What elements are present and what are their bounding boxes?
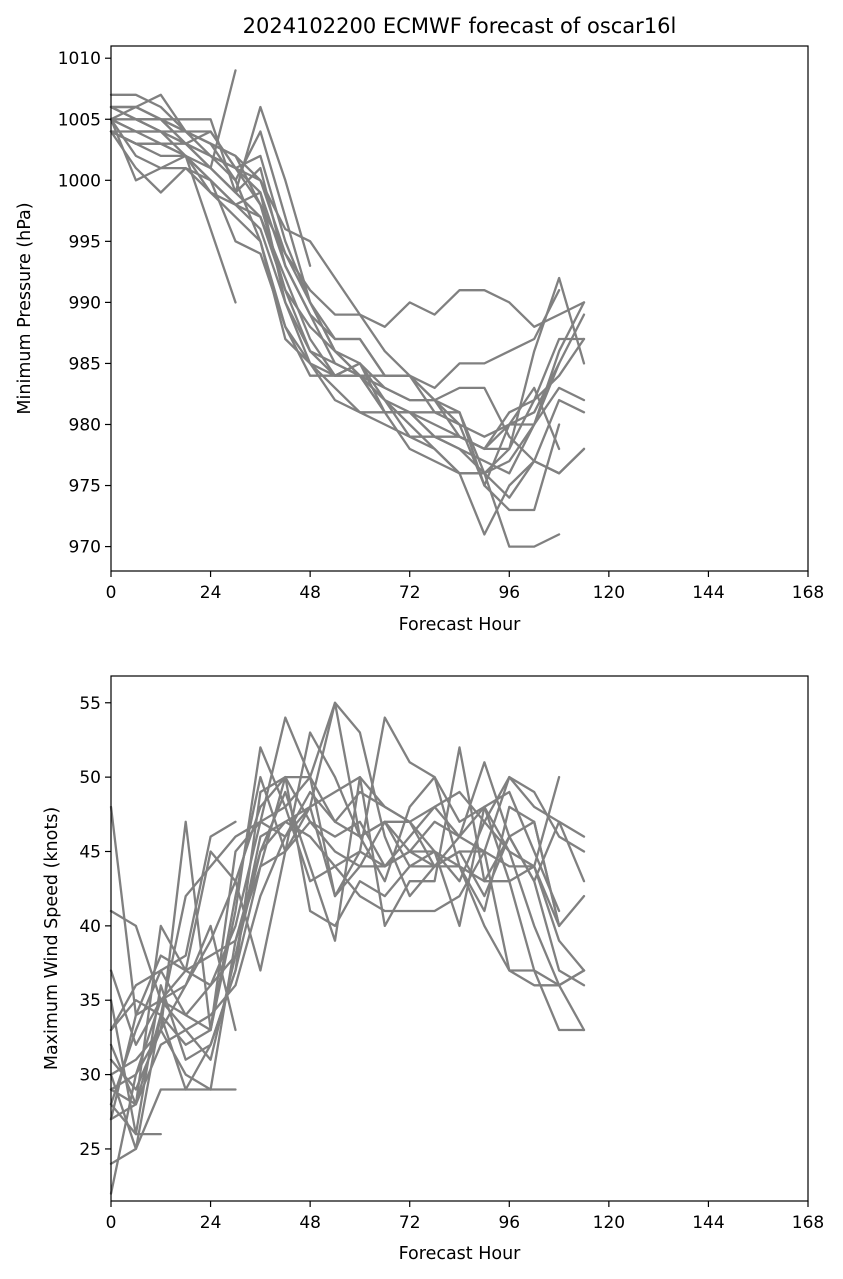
wind-member-line-16 bbox=[109, 746, 586, 1091]
pressure-y-tick-label: 980 bbox=[69, 415, 101, 435]
pressure-x-tick-label: 120 bbox=[593, 583, 625, 603]
wind-x-tick-label: 0 bbox=[106, 1213, 117, 1233]
pressure-y-tick-label: 1000 bbox=[58, 171, 101, 191]
pressure-member-line-13 bbox=[109, 93, 586, 536]
wind-series-group bbox=[109, 701, 586, 1195]
wind-y-tick-label: 35 bbox=[79, 991, 101, 1011]
pressure-y-tick-label: 995 bbox=[69, 232, 101, 252]
wind-y-tick-label: 40 bbox=[79, 917, 101, 937]
pressure-y-tick-label: 990 bbox=[69, 293, 101, 313]
wind-x-tick-label: 24 bbox=[200, 1213, 222, 1233]
pressure-y-tick-label: 975 bbox=[69, 477, 101, 497]
wind-y-tick-label: 55 bbox=[79, 694, 101, 714]
pressure-series-group bbox=[109, 69, 586, 548]
pressure-x-tick-label: 144 bbox=[692, 583, 724, 603]
wind-y-tick-label: 25 bbox=[79, 1140, 101, 1160]
pressure-member-line-17 bbox=[109, 105, 586, 328]
wind-member-line-2 bbox=[109, 1073, 237, 1151]
wind-member-line-17 bbox=[109, 701, 586, 1165]
wind-axes-frame bbox=[110, 675, 809, 1202]
wind-x-tick-label: 120 bbox=[593, 1213, 625, 1233]
pressure-ticks-group: 0 24 48 72 96 120 144 168 970 975 980 985 990 995 1000… bbox=[58, 49, 824, 603]
wind-member-line-18 bbox=[109, 775, 561, 1121]
wind-x-axis-label: Forecast Hour bbox=[399, 1244, 522, 1264]
wind-member-line-8 bbox=[109, 701, 586, 1046]
pressure-y-axis-label: Minimum Pressure (hPa) bbox=[15, 202, 35, 414]
wind-y-tick-label: 50 bbox=[79, 768, 101, 788]
wind-y-tick-label: 45 bbox=[79, 842, 101, 862]
pressure-x-tick-label: 48 bbox=[299, 583, 321, 603]
pressure-y-tick-label: 970 bbox=[69, 538, 101, 558]
pressure-member-line-8 bbox=[109, 118, 586, 475]
wind-x-tick-label: 96 bbox=[498, 1213, 520, 1233]
wind-member-line-9 bbox=[109, 761, 586, 1046]
pressure-member-line-18 bbox=[109, 130, 586, 475]
wind-x-tick-label: 48 bbox=[299, 1213, 321, 1233]
pressure-y-tick-label: 1005 bbox=[58, 110, 101, 130]
pressure-axes-frame bbox=[110, 45, 809, 572]
pressure-y-tick-label: 985 bbox=[69, 354, 101, 374]
pressure-x-tick-label: 24 bbox=[200, 583, 222, 603]
wind-member-line-15 bbox=[109, 775, 586, 1106]
figure-title: 2024102200 ECMWF forecast of oscar16l bbox=[243, 14, 677, 38]
pressure-x-tick-label: 96 bbox=[498, 583, 520, 603]
wind-x-tick-label: 72 bbox=[399, 1213, 421, 1233]
pressure-x-tick-label: 72 bbox=[399, 583, 421, 603]
pressure-member-line-15 bbox=[109, 105, 586, 451]
wind-x-tick-label: 144 bbox=[692, 1213, 724, 1233]
wind-ticks-group: 0 24 48 72 96 120 144 168 25 30 35 40 45 50 55 bbox=[79, 694, 824, 1233]
pressure-panel: 0 24 48 72 96 120 144 168 970 975 980 985 990 995 1000… bbox=[15, 45, 824, 635]
wind-x-tick-label: 168 bbox=[792, 1213, 824, 1233]
wind-y-tick-label: 30 bbox=[79, 1066, 101, 1086]
pressure-x-axis-label: Forecast Hour bbox=[399, 615, 522, 635]
wind-panel: 0 24 48 72 96 120 144 168 25 30 35 40 45 50 55 Forecas… bbox=[42, 675, 824, 1264]
pressure-y-tick-label: 1010 bbox=[58, 49, 101, 69]
wind-y-axis-label: Maximum Wind Speed (knots) bbox=[42, 807, 62, 1070]
pressure-x-tick-label: 168 bbox=[792, 583, 824, 603]
pressure-x-tick-label: 0 bbox=[106, 583, 117, 603]
pressure-member-line-9 bbox=[109, 130, 586, 475]
